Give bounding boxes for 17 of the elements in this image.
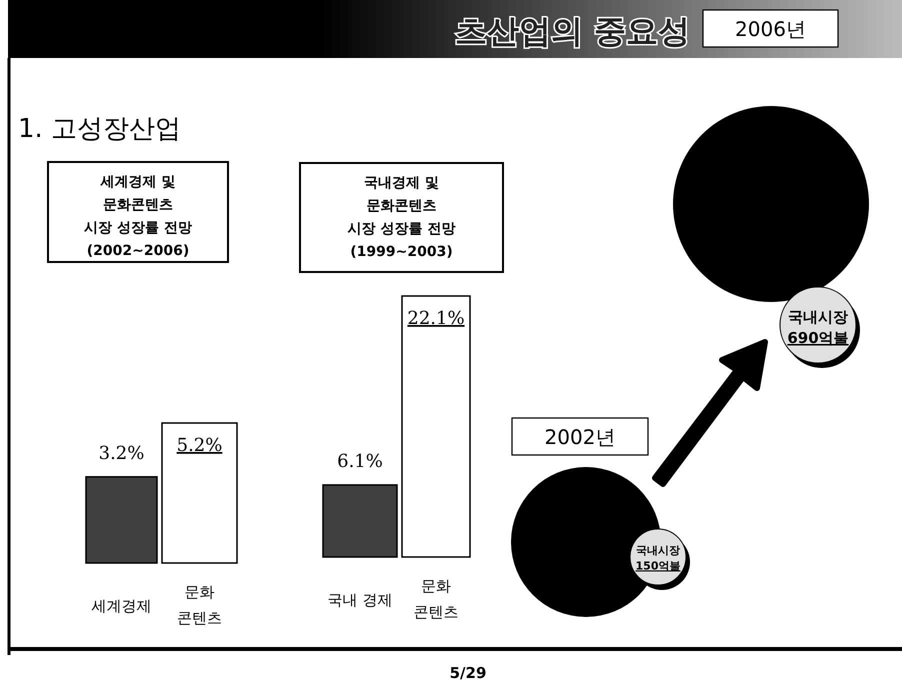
x-tick-label: 국내 경제 — [328, 591, 392, 609]
text: 2006년 — [735, 17, 806, 41]
text: 츠산업의 중요성 — [455, 12, 690, 50]
x-tick-label: 문화 콘텐츠 — [414, 577, 458, 621]
data-label: 22.1% — [407, 308, 465, 329]
text: 국내시장 690억불 — [787, 308, 849, 347]
x-tick-label: 문화 콘텐츠 — [177, 583, 222, 627]
x-tick-label: 세계경제 — [92, 597, 152, 615]
data-label: 5.2% — [176, 435, 222, 456]
text: 1. 고성장산업 — [18, 114, 182, 144]
text: 2002년 — [544, 425, 616, 449]
text: 5/29 — [450, 664, 486, 682]
chart-title: 국내경제 및 문화콘텐츠 시장 성장률 전망 (1999~2003) — [348, 175, 456, 260]
data-label: 3.2% — [98, 442, 144, 464]
text: 국내시장 150억불 — [636, 544, 680, 572]
data-label: 6.1% — [337, 450, 383, 472]
chart-title: 세계경제 및 문화콘텐츠 시장 성장률 전망 (2002~2006) — [84, 174, 192, 259]
